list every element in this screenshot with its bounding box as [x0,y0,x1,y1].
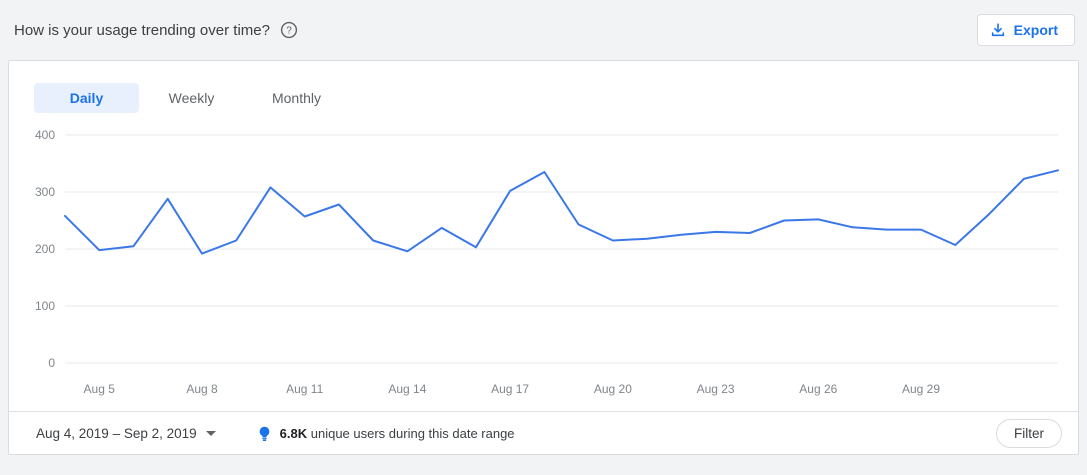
usage-trend-card: Daily Weekly Monthly 0 100 200 300 400 Aug 5 A… [8,60,1079,455]
unique-users-count: 6.8K [279,425,308,441]
svg-text:Aug 17: Aug 17 [491,382,529,396]
lightbulb-icon [256,425,273,442]
svg-text:Aug 5: Aug 5 [84,382,116,396]
svg-text:Aug 20: Aug 20 [594,382,632,396]
svg-text:400: 400 [35,128,55,142]
svg-text:Aug 26: Aug 26 [799,382,837,396]
date-range-selector[interactable]: Aug 4, 2019 – Sep 2, 2019 [36,426,216,441]
svg-text:100: 100 [35,299,55,313]
tab-weekly[interactable]: Weekly [168,90,215,106]
chevron-down-icon [205,430,216,436]
export-button[interactable]: Export [976,14,1075,46]
svg-text:Aug 29: Aug 29 [902,382,940,396]
svg-text:Aug 11: Aug 11 [286,382,323,396]
svg-text:?: ? [286,26,292,37]
filter-button[interactable]: Filter [996,418,1062,448]
svg-text:200: 200 [35,242,55,256]
export-label: Export [1013,22,1058,38]
top-bar: How is your usage trending over time? ? … [0,0,1087,60]
usage-line-chart: 0 100 200 300 400 Aug 5 Aug 8 Aug 11 Aug 14 Aug 1… [35,128,1059,396]
granularity-tabs: Daily Weekly Monthly [9,61,1078,113]
help-icon[interactable]: ? [280,21,298,39]
page-title: How is your usage trending over time? [14,21,270,39]
date-range-label: Aug 4, 2019 – Sep 2, 2019 [36,425,197,441]
unique-users-text: unique users during this date range [310,425,515,441]
svg-text:Aug 23: Aug 23 [697,382,735,396]
svg-text:Aug 8: Aug 8 [186,382,218,396]
insight-note: 6.8K unique users during this date range [256,425,515,442]
chart-area: 0 100 200 300 400 Aug 5 Aug 8 Aug 11 Aug 14 Aug 1… [9,113,1078,411]
svg-text:0: 0 [48,356,55,370]
tab-daily[interactable]: Daily [34,83,139,113]
tab-monthly[interactable]: Monthly [271,90,322,106]
svg-text:300: 300 [35,185,55,199]
svg-text:Aug 14: Aug 14 [388,382,426,396]
card-footer: Aug 4, 2019 – Sep 2, 2019 6.8K unique us… [9,411,1078,454]
download-icon [990,22,1006,38]
